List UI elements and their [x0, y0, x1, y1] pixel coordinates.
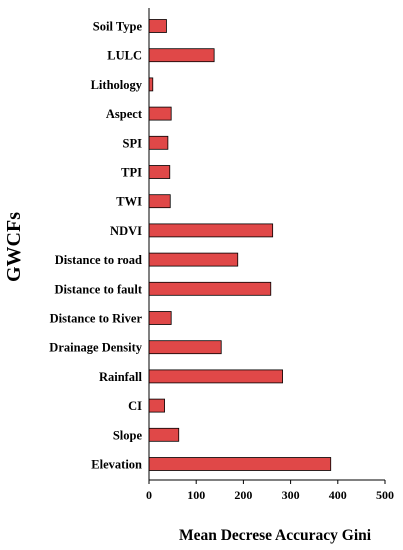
category-label-slope: Slope	[113, 428, 143, 442]
bar-twi	[148, 194, 171, 209]
y-axis-title: GWCFs	[3, 212, 25, 282]
category-label-lulc: LULC	[107, 49, 142, 63]
x-tick-label-200: 200	[234, 488, 252, 502]
category-label-tpi: TPI	[121, 166, 142, 180]
bar-distance-to-road	[148, 252, 239, 267]
bar-distance-to-river	[148, 311, 172, 325]
category-label-spi: SPI	[123, 136, 143, 150]
axes-group	[148, 8, 385, 481]
category-label-ci: CI	[128, 399, 142, 413]
x-tick-label-500: 500	[376, 488, 394, 502]
category-label-distance-to-fault: Distance to fault	[55, 282, 143, 296]
bars-group	[148, 19, 332, 471]
x-tick-label-0: 0	[146, 488, 152, 502]
category-label-drainage-density: Drainage Density	[49, 341, 142, 355]
category-label-distance-to-river: Distance to River	[50, 312, 143, 326]
category-labels: Soil Type LULC Lithology Aspect SPI TPI TWI NDV…	[49, 20, 143, 472]
bar-distance-to-fault	[148, 281, 272, 296]
bar-ndvi	[148, 223, 274, 238]
category-label-aspect: Aspect	[106, 107, 143, 121]
category-label-ndvi: NDVI	[110, 224, 142, 238]
category-label-lithology: Lithology	[91, 78, 143, 92]
category-label-distance-to-road: Distance to road	[55, 253, 142, 267]
bar-lulc	[148, 48, 215, 63]
category-label-elevation: Elevation	[91, 458, 142, 472]
x-tick-label-400: 400	[329, 488, 347, 502]
bar-elevation	[148, 457, 332, 471]
bar-lithology	[148, 77, 154, 92]
bar-slope	[148, 427, 180, 442]
bar-drainage-density	[148, 340, 222, 355]
x-axis-title: Mean Decrese Accuracy Gini	[179, 527, 372, 544]
bar-soil-type	[148, 19, 167, 33]
x-tick-label-100: 100	[187, 488, 205, 502]
category-label-twi: TWI	[116, 195, 142, 209]
bar-tpi	[148, 165, 171, 179]
bar-spi	[148, 135, 169, 150]
x-tick-label-300: 300	[282, 488, 300, 502]
category-label-rainfall: Rainfall	[99, 370, 143, 384]
bar-rainfall	[148, 369, 283, 384]
bar-aspect	[148, 106, 172, 121]
category-label-soil-type: Soil Type	[93, 20, 143, 34]
bar-ci	[148, 398, 165, 413]
x-ticks: 0 100 200 300 400 500	[146, 480, 394, 502]
